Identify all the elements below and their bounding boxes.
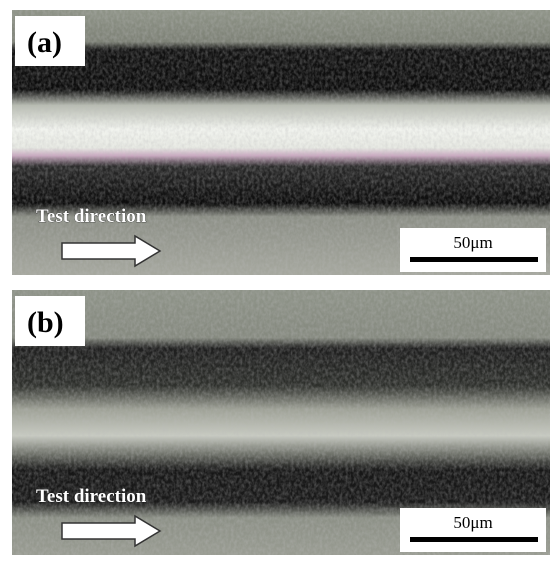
scale-bar xyxy=(410,537,538,542)
figure: (a) Test direction 50μm (b) Test direction 50… xyxy=(0,0,553,563)
scale-bar xyxy=(410,257,538,262)
scale-bar-label: 50μm xyxy=(453,233,492,252)
panel-label: (b) xyxy=(27,306,64,339)
direction-label: Test direction xyxy=(36,486,147,507)
micrograph-panel: (a) Test direction 50μm xyxy=(12,10,550,275)
scale-bar-label: 50μm xyxy=(453,513,492,532)
panels: (a) Test direction 50μm (b) Test direction 50… xyxy=(12,10,550,555)
micrograph-panel: (b) Test direction 50μm xyxy=(12,290,550,555)
panel-label: (a) xyxy=(27,26,62,59)
direction-label: Test direction xyxy=(36,206,147,227)
